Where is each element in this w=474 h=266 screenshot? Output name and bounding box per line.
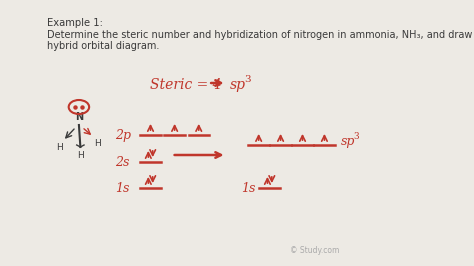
Text: N: N — [75, 112, 83, 122]
Text: © Study.com: © Study.com — [290, 246, 339, 255]
Text: Steric = 4: Steric = 4 — [150, 78, 221, 92]
Text: 2p: 2p — [116, 129, 131, 142]
Text: H: H — [56, 143, 64, 152]
Text: H: H — [77, 151, 84, 160]
Text: sp: sp — [340, 135, 355, 148]
Text: sp: sp — [230, 78, 246, 92]
Text: Example 1:: Example 1: — [47, 18, 103, 28]
Text: H: H — [94, 139, 101, 148]
Text: 2s: 2s — [116, 156, 130, 169]
Text: 1s: 1s — [116, 182, 130, 195]
Text: 3: 3 — [244, 75, 251, 84]
Text: 3: 3 — [353, 132, 358, 141]
Text: 1s: 1s — [241, 182, 255, 195]
Text: hybrid orbital diagram.: hybrid orbital diagram. — [47, 41, 160, 51]
Text: Determine the steric number and hybridization of nitrogen in ammonia, NH₃, and d: Determine the steric number and hybridiz… — [47, 30, 474, 40]
